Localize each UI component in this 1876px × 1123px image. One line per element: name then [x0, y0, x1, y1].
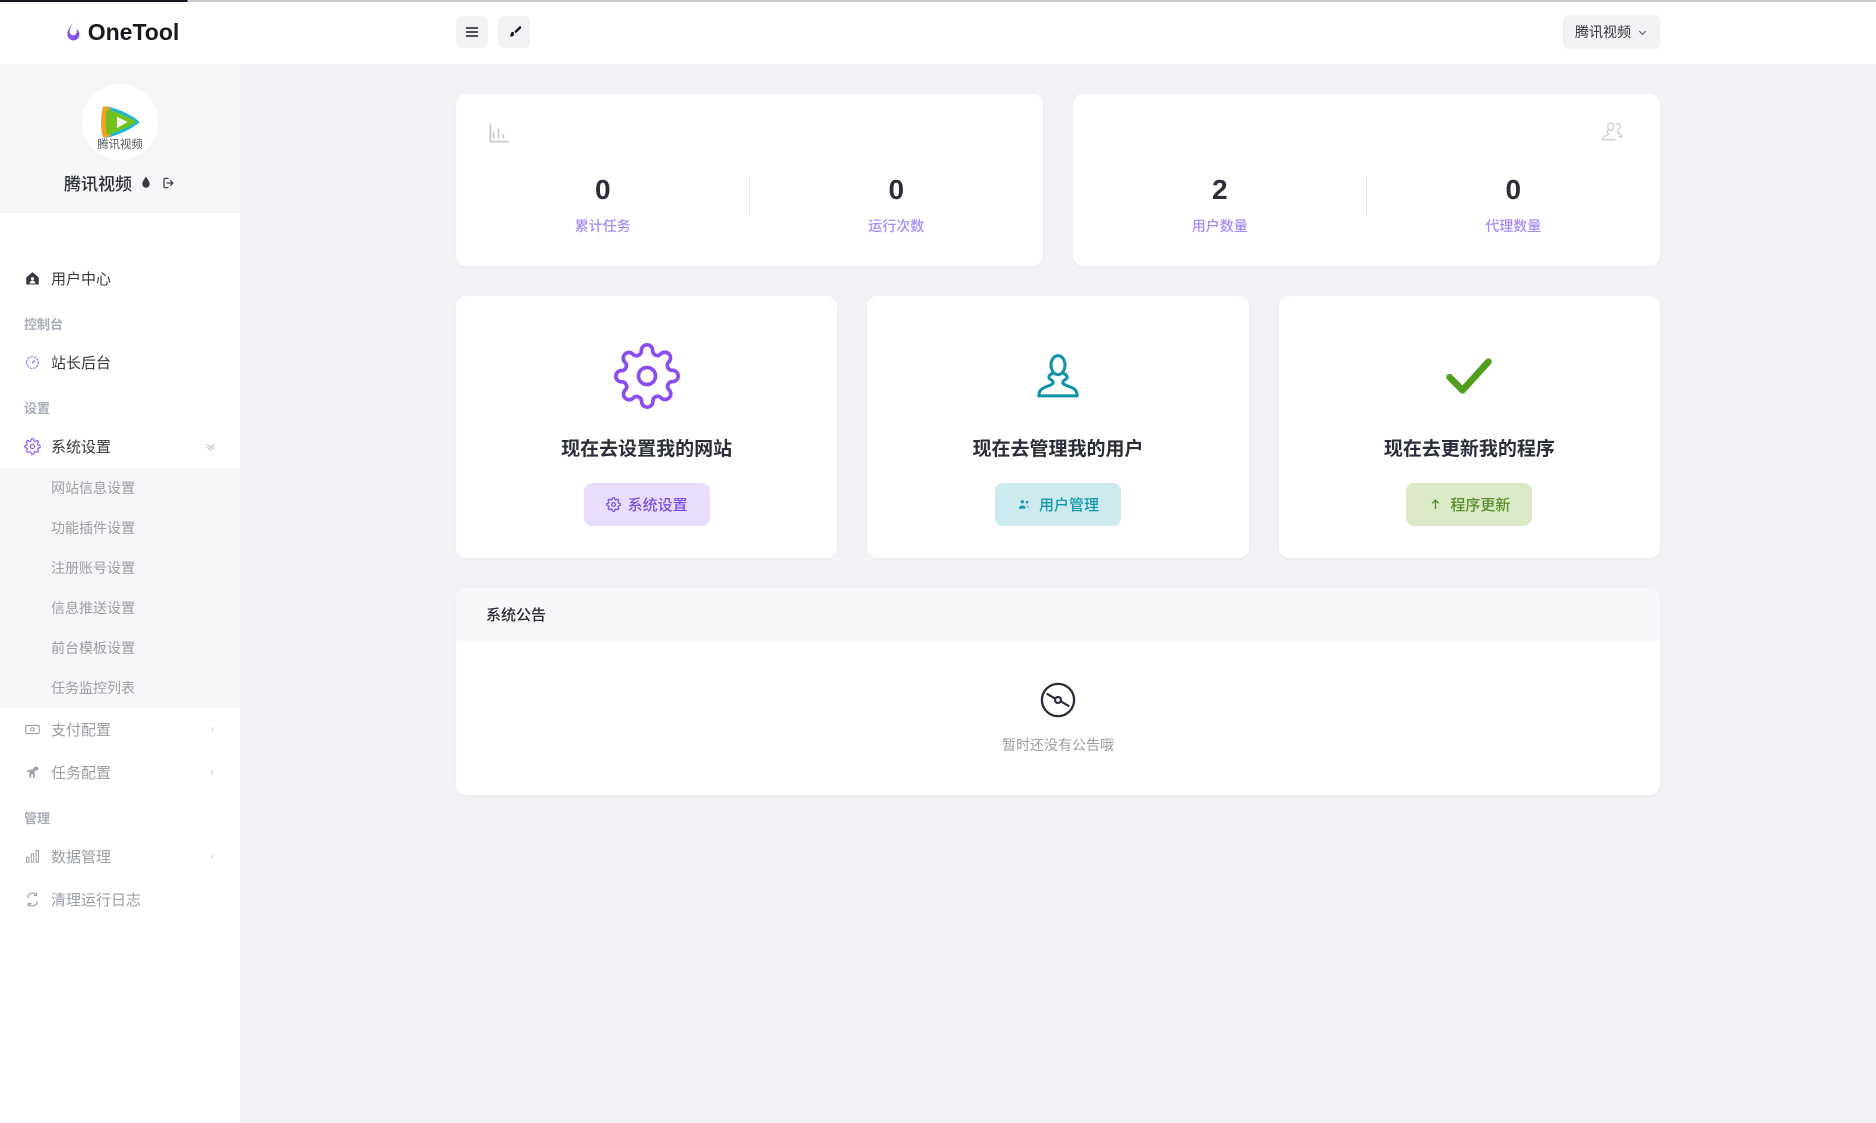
svg-text:腾讯视频: 腾讯视频 — [97, 137, 143, 151]
